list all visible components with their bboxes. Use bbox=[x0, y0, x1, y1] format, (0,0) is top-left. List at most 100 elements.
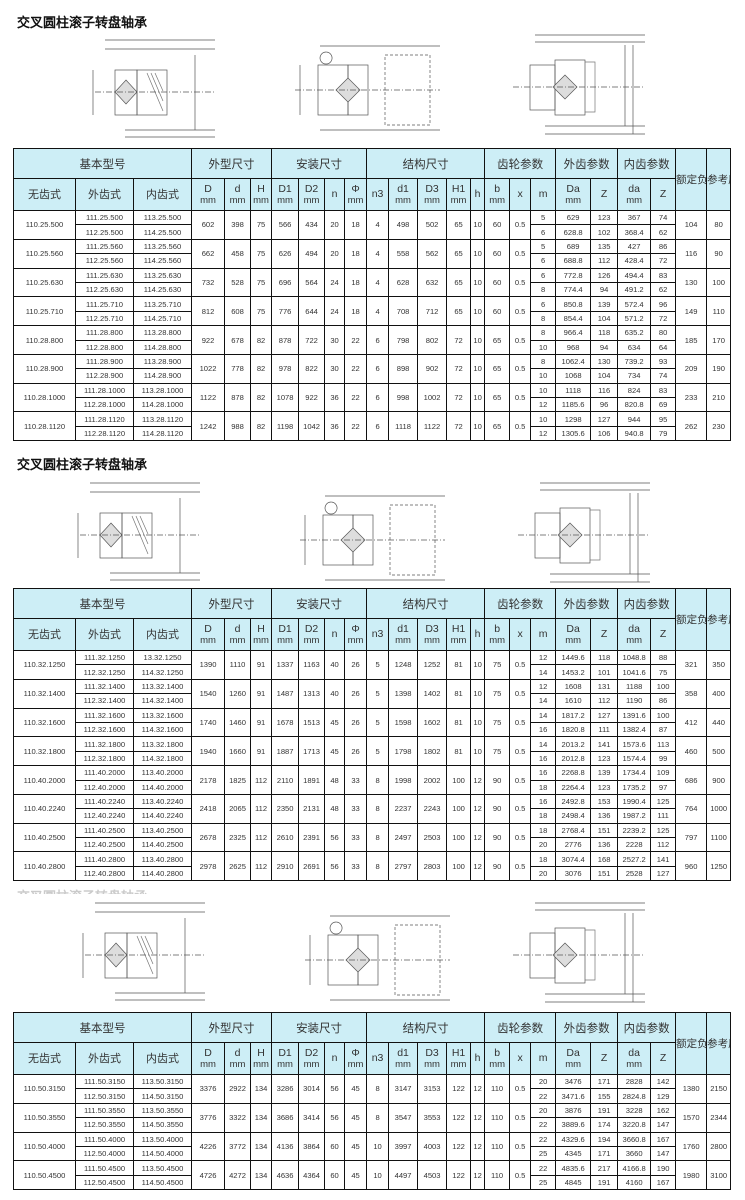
header-col-unit: mm bbox=[450, 634, 467, 646]
cell-m: 8 bbox=[530, 310, 557, 327]
cell-mass: 350 bbox=[706, 650, 732, 680]
cell-phi: 33 bbox=[344, 765, 368, 795]
cell-d1: 708 bbox=[388, 296, 419, 327]
cell-n3: 5 bbox=[366, 650, 390, 680]
cell-mass: 1100 bbox=[706, 822, 732, 853]
cell-H: 134 bbox=[250, 1160, 273, 1191]
cell-n: 40 bbox=[324, 650, 346, 680]
header-col-name: n3 bbox=[371, 188, 384, 200]
header-col-name: d1 bbox=[397, 182, 409, 195]
header-col-h1: H1 mm bbox=[446, 618, 472, 651]
table-row: 110.32.1800 111.32.1800 113.32.1800 1940 166… bbox=[13, 736, 732, 767]
header-col-name: Z bbox=[600, 188, 608, 200]
cell-x: 0.5 bbox=[509, 353, 532, 384]
cell-Da: 3476 bbox=[555, 1073, 592, 1090]
cell-D3: 632 bbox=[417, 267, 448, 298]
cell-m: 25 bbox=[530, 1174, 557, 1191]
cell-D1: 1487 bbox=[271, 678, 300, 709]
cell-Z-ext: 123 bbox=[590, 750, 619, 767]
table-row: 110.28.1000 111.28.1000 113.28.1000 1122 878… bbox=[13, 382, 732, 413]
cell-phi: 22 bbox=[344, 353, 368, 384]
header-col-name: Φ bbox=[351, 1046, 360, 1059]
table-row: 112.25.500 114.25.500 6 628.8 102 368.4 62 bbox=[14, 224, 731, 240]
header-col-unit: mm bbox=[489, 194, 506, 206]
cell-da: 734 bbox=[617, 368, 652, 384]
header-col-name: Da bbox=[566, 1046, 580, 1059]
cell-D1: 978 bbox=[271, 353, 300, 384]
cell-D2: 434 bbox=[298, 210, 326, 240]
cell-x: 0.5 bbox=[509, 765, 532, 795]
cell-rated-load: 460 bbox=[675, 736, 708, 767]
header-col-外齿式: 外齿式 bbox=[75, 178, 134, 211]
cell-Da: 1305.6 bbox=[555, 425, 592, 442]
cell-da: 3228 bbox=[617, 1102, 652, 1119]
header-col-unit: mm bbox=[565, 194, 582, 206]
header-col-h1: H1 mm bbox=[446, 178, 472, 211]
cell-D2: 1891 bbox=[298, 765, 326, 795]
header-col-name: 内齿式 bbox=[146, 1052, 180, 1065]
cell-x: 0.5 bbox=[509, 325, 532, 355]
cell-Da: 1185.6 bbox=[555, 397, 592, 413]
header-col-z: Z bbox=[650, 1042, 677, 1075]
cell-da: 2828 bbox=[617, 1073, 652, 1090]
cell-D1: 2350 bbox=[271, 793, 300, 824]
header-col-b: b mm bbox=[484, 1042, 511, 1075]
cell-mass: 1250 bbox=[706, 851, 732, 882]
header-col-name: H bbox=[257, 622, 265, 635]
model-external: 111.50.3150 bbox=[75, 1073, 134, 1090]
cell-H1: 100 bbox=[446, 822, 472, 853]
model-no-teeth: 110.32.1800 bbox=[13, 736, 76, 767]
cell-rated-load: 1570 bbox=[675, 1102, 708, 1133]
header-mass: 参考质量 bbox=[706, 1012, 732, 1075]
cell-d: 878 bbox=[224, 382, 252, 413]
cell-da: 4166.8 bbox=[617, 1160, 652, 1176]
cell-m: 10 bbox=[530, 382, 557, 399]
cell-h: 10 bbox=[470, 650, 486, 680]
cell-m: 8 bbox=[530, 281, 557, 298]
cell-n3: 4 bbox=[366, 238, 390, 269]
cell-phi: 33 bbox=[344, 793, 368, 824]
model-internal: 113.40.2800 bbox=[132, 851, 193, 867]
cell-Z-ext: 118 bbox=[590, 325, 619, 341]
cell-h: 10 bbox=[470, 707, 486, 738]
cell-mass: 110 bbox=[706, 296, 732, 327]
cell-d: 608 bbox=[224, 296, 252, 327]
cell-Z-int: 113 bbox=[650, 736, 677, 752]
header-col-name: n bbox=[331, 188, 338, 200]
model-external: 111.40.2800 bbox=[75, 851, 134, 867]
table-row: 110.32.1400 111.32.1400 113.32.1400 1540 126… bbox=[13, 678, 732, 709]
cell-D1: 776 bbox=[271, 296, 300, 327]
cell-Da: 850.8 bbox=[555, 296, 592, 312]
cell-Z-int: 86 bbox=[650, 693, 677, 709]
header-col-da: da mm bbox=[617, 618, 652, 651]
cell-Z-int: 74 bbox=[650, 209, 677, 226]
cell-h: 12 bbox=[470, 793, 486, 824]
cell-H: 82 bbox=[250, 411, 273, 442]
cell-da: 3660 bbox=[617, 1145, 652, 1162]
model-internal: 113.50.3150 bbox=[132, 1073, 193, 1090]
cell-phi: 33 bbox=[344, 822, 368, 853]
cell-Da: 2264.4 bbox=[555, 779, 592, 795]
header-col-unit: mm bbox=[565, 634, 582, 646]
cell-b: 110 bbox=[484, 1160, 511, 1191]
cell-Da: 772.8 bbox=[555, 267, 592, 283]
cell-D: 2978 bbox=[191, 851, 226, 882]
cell-da: 427 bbox=[617, 238, 652, 255]
model-internal: 114.28.1120 bbox=[132, 425, 193, 442]
model-external: 111.50.4000 bbox=[75, 1131, 134, 1147]
cell-H: 82 bbox=[250, 325, 273, 355]
cell-D3: 1122 bbox=[417, 411, 448, 442]
table-row: 110.25.710 111.25.710 113.25.710 812 608 75 77… bbox=[13, 296, 732, 327]
cell-D2: 822 bbox=[298, 353, 326, 384]
cell-mass: 3100 bbox=[706, 1160, 732, 1191]
cell-Z-ext: 94 bbox=[590, 281, 619, 298]
cell-D3: 2503 bbox=[417, 822, 448, 853]
model-external: 112.50.3150 bbox=[75, 1088, 134, 1104]
cell-Z-int: 74 bbox=[650, 368, 677, 384]
header-group: 齿轮参数 bbox=[484, 148, 557, 179]
drawing-no-teeth-2 bbox=[70, 478, 205, 593]
header-col-name: m bbox=[538, 188, 548, 200]
cell-n3: 5 bbox=[366, 707, 390, 738]
cell-mass: 900 bbox=[706, 765, 732, 795]
table-row: 110.50.4500 111.50.4500 113.50.4500 4726 427… bbox=[13, 1160, 732, 1191]
